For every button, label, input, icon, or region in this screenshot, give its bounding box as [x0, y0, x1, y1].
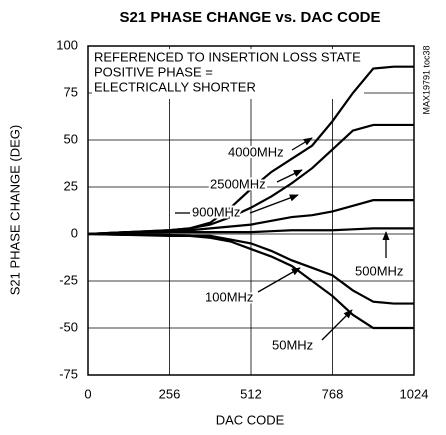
y-tick-label: -50: [59, 319, 78, 334]
y-tick-label: -75: [59, 366, 78, 381]
annotation: ELECTRICALLY SHORTER: [94, 79, 256, 94]
plot-frame: [87, 45, 415, 376]
y-axis-label: S21 PHASE CHANGE (DEG): [7, 125, 22, 296]
annotation: REFERENCED TO INSERTION LOSS STATE: [94, 49, 361, 64]
label-arrow: [249, 194, 299, 214]
label-arrow: [321, 309, 353, 341]
side-note: MAX19791 toc38: [421, 45, 431, 114]
label-arrow: [257, 267, 301, 293]
x-tick-label: 768: [322, 386, 344, 401]
y-tick-label: 100: [56, 37, 78, 52]
series-label: 4000MHz: [228, 144, 284, 159]
y-tick-label: 25: [64, 178, 78, 193]
x-tick-label: 0: [84, 386, 91, 401]
label-arrow: [276, 169, 303, 183]
series-line: [87, 227, 414, 236]
chart-title: S21 PHASE CHANGE vs. DAC CODE: [120, 9, 381, 26]
series-line: [87, 232, 414, 330]
x-tick-label: 1024: [400, 386, 429, 401]
x-tick-label: 256: [159, 386, 181, 401]
series-label: 500MHz: [355, 263, 403, 278]
series-label: 50MHz: [272, 337, 313, 352]
y-tick-label: 75: [64, 84, 78, 99]
y-tick-label: 50: [64, 131, 78, 146]
series-label: 2500MHz: [210, 176, 266, 191]
series-line: [87, 123, 414, 236]
annotation-bg: [92, 49, 364, 99]
x-axis-label: DAC CODE: [216, 412, 285, 427]
label-arrow: [291, 137, 313, 151]
series-label: 100MHz: [205, 289, 253, 304]
y-tick-label: 0: [71, 225, 78, 240]
series-label: 900MHz: [192, 204, 240, 219]
x-tick-label: 512: [240, 386, 262, 401]
annotation: POSITIVE PHASE =: [94, 64, 213, 79]
y-tick-label: -25: [59, 272, 78, 287]
